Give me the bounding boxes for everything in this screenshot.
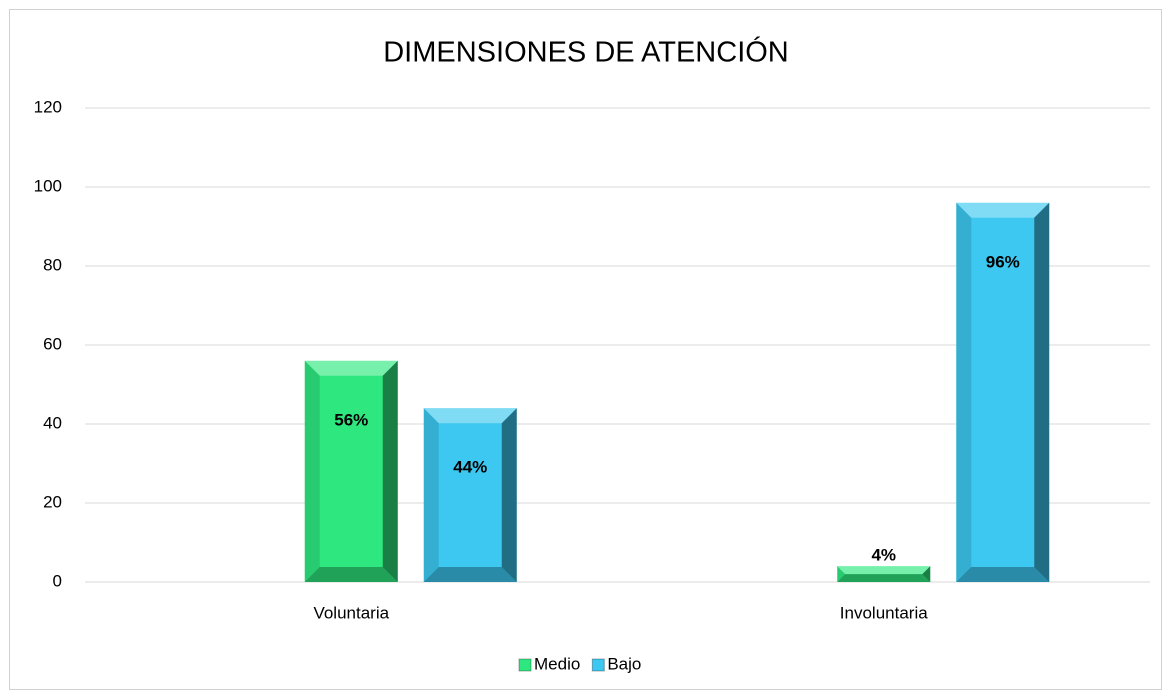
bar-bevel [837, 566, 931, 575]
x-tick-label: Voluntaria [313, 603, 389, 622]
data-label: 96% [986, 252, 1020, 271]
y-tick-label: 20 [43, 492, 62, 511]
y-tick-label: 40 [43, 413, 62, 432]
legend-label: Medio [534, 654, 580, 673]
bar-bevel [423, 567, 517, 582]
y-tick-label: 60 [43, 334, 62, 353]
bar-bevel [304, 360, 398, 376]
bar-bevel [423, 408, 439, 582]
legend-marker [591, 658, 605, 672]
y-tick-label: 80 [43, 255, 62, 274]
data-label: 4% [871, 546, 896, 565]
bar [956, 202, 1050, 583]
y-tick-label: 100 [34, 176, 62, 195]
legend-marker [518, 658, 532, 672]
bar [423, 408, 517, 582]
x-tick-label: Involuntaria [840, 603, 928, 622]
bar-bevel [922, 566, 931, 582]
bar-bevel [956, 202, 1050, 218]
bar-bevel [837, 574, 931, 582]
bar-bevel [956, 567, 1050, 582]
bar-bevel [1034, 202, 1050, 583]
bar-bevel [304, 567, 398, 582]
bar-bevel [956, 202, 972, 583]
bar-bevel [382, 360, 398, 582]
chart-title: DIMENSIONES DE ATENCIÓN [383, 36, 789, 69]
data-label: 56% [334, 410, 368, 429]
bar-bevel [423, 408, 517, 424]
legend-label: Bajo [607, 654, 641, 673]
bar-bevel [501, 408, 517, 582]
bar [837, 566, 931, 582]
bar [304, 360, 398, 582]
data-label: 44% [453, 458, 487, 477]
y-tick-label: 120 [34, 97, 62, 116]
bar-bevel [837, 566, 846, 582]
y-tick-label: 0 [53, 571, 62, 590]
bar-bevel [304, 360, 320, 582]
